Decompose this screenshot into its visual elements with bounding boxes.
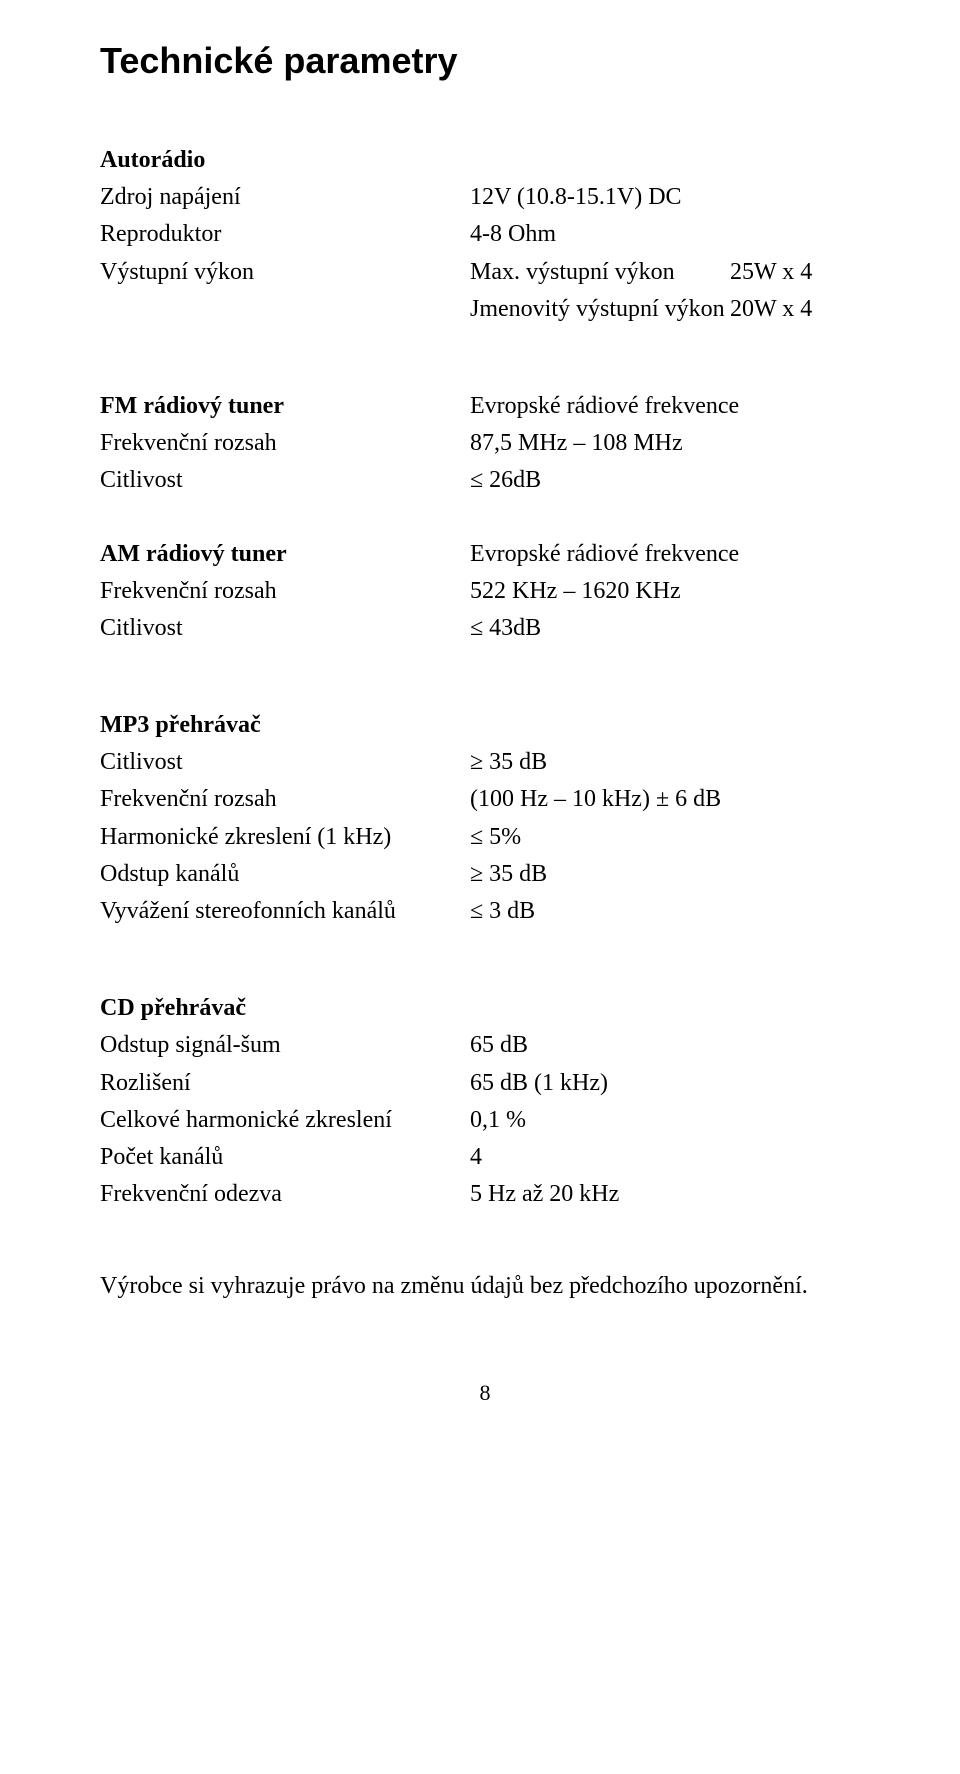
spacer — [100, 291, 470, 328]
mp3-range-value: (100 Hz – 10 kHz) ± 6 dB — [470, 781, 870, 818]
mp3-sensitivity-value: ≥ 35 dB — [470, 744, 870, 781]
mp3-separation-label: Odstup kanálů — [100, 856, 470, 893]
nominal-output-value: 20W x 4 — [730, 291, 812, 328]
cd-heading: CD přehrávač — [100, 990, 470, 1027]
autoradio-heading: Autorádio — [100, 142, 470, 179]
mp3-sensitivity-label: Citlivost — [100, 744, 470, 781]
power-source-label: Zdroj napájení — [100, 179, 470, 216]
mp3-heading: MP3 přehrávač — [100, 707, 470, 744]
am-heading-value: Evropské rádiové frekvence — [470, 536, 870, 573]
cd-channels-label: Počet kanálů — [100, 1139, 470, 1176]
output-label: Výstupní výkon — [100, 254, 470, 291]
mp3-balance-value: ≤ 3 dB — [470, 893, 870, 930]
am-sensitivity-value: ≤ 43dB — [470, 610, 870, 647]
am-range-label: Frekvenční rozsah — [100, 573, 470, 610]
cd-snr-value: 65 dB — [470, 1027, 870, 1064]
speaker-value: 4-8 Ohm — [470, 216, 870, 253]
mp3-thd-label: Harmonické zkreslení (1 kHz) — [100, 819, 470, 856]
fm-range-label: Frekvenční rozsah — [100, 425, 470, 462]
cd-snr-label: Odstup signál-šum — [100, 1027, 470, 1064]
cd-channels-value: 4 — [470, 1139, 870, 1176]
cd-resolution-value: 65 dB (1 kHz) — [470, 1065, 870, 1102]
page-title: Technické parametry — [100, 40, 870, 82]
cd-freq-response-label: Frekvenční odezva — [100, 1176, 470, 1213]
am-range-value: 522 KHz – 1620 KHz — [470, 573, 870, 610]
mp3-separation-value: ≥ 35 dB — [470, 856, 870, 893]
power-source-value: 12V (10.8-15.1V) DC — [470, 179, 870, 216]
fm-range-value: 87,5 MHz – 108 MHz — [470, 425, 870, 462]
mp3-thd-value: ≤ 5% — [470, 819, 870, 856]
mp3-range-label: Frekvenční rozsah — [100, 781, 470, 818]
fm-heading-value: Evropské rádiové frekvence — [470, 388, 870, 425]
output-max-value: 25W x 4 — [730, 254, 812, 291]
fm-sensitivity-value: ≤ 26dB — [470, 462, 870, 499]
footer-note: Výrobce si vyhrazuje právo na změnu údaj… — [100, 1273, 870, 1300]
cd-thd-value: 0,1 % — [470, 1102, 870, 1139]
mp3-balance-label: Vyvážení stereofonních kanálů — [100, 893, 470, 930]
nominal-output-label: Jmenovitý výstupní výkon — [470, 291, 730, 328]
fm-heading: FM rádiový tuner — [100, 388, 470, 425]
page-number: 8 — [100, 1380, 870, 1406]
speaker-label: Reproduktor — [100, 216, 470, 253]
fm-sensitivity-label: Citlivost — [100, 462, 470, 499]
cd-resolution-label: Rozlišení — [100, 1065, 470, 1102]
output-max-label: Max. výstupní výkon — [470, 254, 730, 291]
am-sensitivity-label: Citlivost — [100, 610, 470, 647]
cd-freq-response-value: 5 Hz až 20 kHz — [470, 1176, 870, 1213]
am-heading: AM rádiový tuner — [100, 536, 470, 573]
cd-thd-label: Celkové harmonické zkreslení — [100, 1102, 470, 1139]
